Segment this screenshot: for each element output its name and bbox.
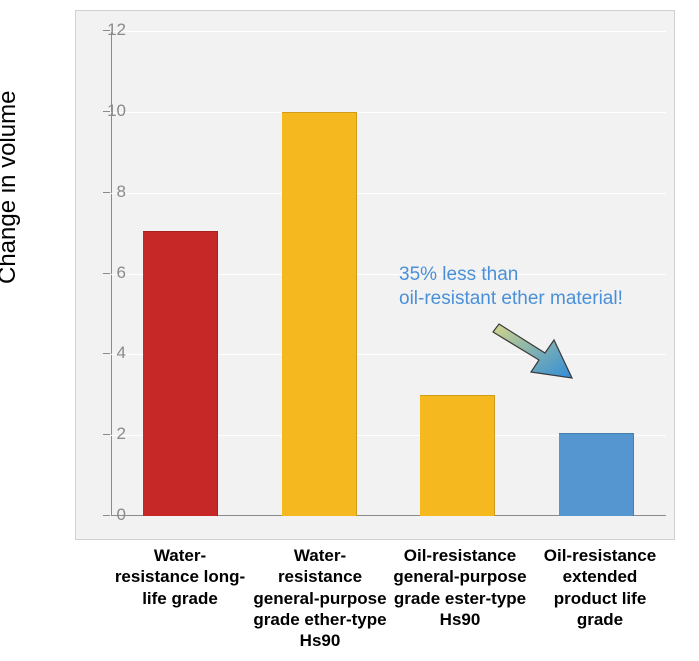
gridline xyxy=(111,193,666,194)
y-tick-mark xyxy=(103,192,110,193)
y-tick-label: 6 xyxy=(117,263,126,283)
y-tick-mark xyxy=(103,434,110,435)
y-tick-label: 4 xyxy=(117,343,126,363)
gridline xyxy=(111,112,666,113)
y-tick-mark xyxy=(103,30,110,31)
y-tick-label: 2 xyxy=(117,424,126,444)
y-tick-label: 0 xyxy=(117,505,126,525)
bar-3 xyxy=(559,433,634,516)
bar-0 xyxy=(143,231,218,516)
y-tick-mark xyxy=(103,111,110,112)
chart-container: 35% less than oil-resistant ether materi… xyxy=(75,10,675,540)
y-tick-mark xyxy=(103,515,110,516)
x-label-1: Water-resistance general-purpose grade e… xyxy=(250,545,390,651)
y-tick-mark xyxy=(103,353,110,354)
bar-1 xyxy=(282,112,357,516)
x-label-0: Water-resistance long-life grade xyxy=(110,545,250,651)
y-tick-mark xyxy=(103,273,110,274)
arrow-icon xyxy=(486,316,586,391)
x-axis-labels: Water-resistance long-life grade Water-r… xyxy=(110,545,675,651)
x-label-2: Oil-resistance general-purpose grade est… xyxy=(390,545,530,651)
plot-area: 35% less than oil-resistant ether materi… xyxy=(111,31,666,516)
bar-2 xyxy=(420,395,495,516)
gridline xyxy=(111,31,666,32)
y-tick-label: 8 xyxy=(117,182,126,202)
annotation-line2: oil-resistant ether material! xyxy=(399,288,623,309)
x-label-3: Oil-resistance extended product life gra… xyxy=(530,545,670,651)
annotation-line1: 35% less than xyxy=(399,264,518,285)
annotation-text: 35% less than oil-resistant ether materi… xyxy=(399,263,623,311)
y-axis-label: Change in volume xyxy=(0,91,22,284)
